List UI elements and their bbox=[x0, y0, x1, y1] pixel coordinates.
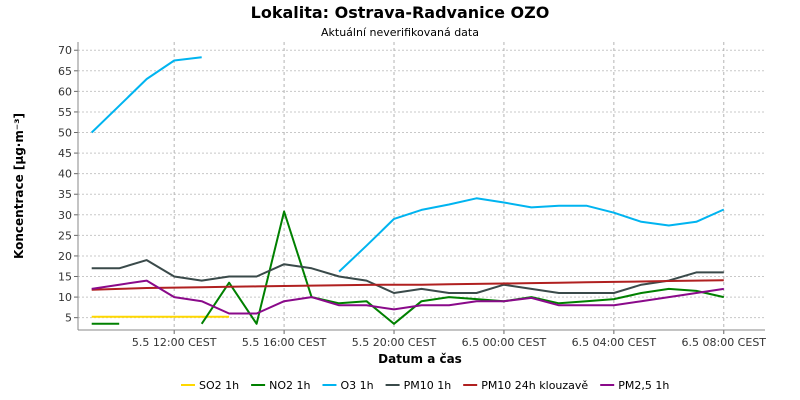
grid-lines bbox=[78, 42, 765, 330]
legend-item-4: PM10 24h klouzavě bbox=[463, 379, 588, 392]
legend-label: O3 1h bbox=[340, 379, 373, 392]
legend-label: SO2 1h bbox=[199, 379, 239, 392]
x-axis-label: Datum a čas bbox=[378, 352, 462, 366]
y-axis-label: Koncentrace [µg·m⁻³] bbox=[12, 113, 26, 259]
series-line bbox=[91, 259, 724, 294]
plot-area bbox=[91, 56, 725, 325]
y-tick-label: 50 bbox=[58, 127, 72, 140]
legend-item-5: PM2,5 1h bbox=[600, 379, 669, 392]
legend-item-0: SO2 1h bbox=[181, 379, 239, 392]
legend-item-2: O3 1h bbox=[322, 379, 374, 392]
x-tick-label: 5.5 20:00 CEST bbox=[352, 336, 437, 349]
y-tick-label: 60 bbox=[58, 85, 72, 98]
x-tick-label: 6.5 08:00 CEST bbox=[682, 336, 767, 349]
y-tick-label: 10 bbox=[58, 291, 72, 304]
y-tick-label: 35 bbox=[58, 188, 72, 201]
series-3 bbox=[91, 259, 724, 294]
x-tick-label: 6.5 04:00 CEST bbox=[572, 336, 657, 349]
series-line bbox=[91, 279, 724, 315]
legend-item-3: PM10 1h bbox=[385, 379, 452, 392]
legend-label: PM10 1h bbox=[404, 379, 452, 392]
series-2 bbox=[91, 56, 725, 273]
legend-label: NO2 1h bbox=[269, 379, 310, 392]
legend-label: PM10 24h klouzavě bbox=[481, 379, 588, 392]
x-tick-label: 6.5 00:00 CEST bbox=[462, 336, 547, 349]
legend: SO2 1h NO2 1h O3 1h PM10 1h PM10 24h klouzav… bbox=[181, 379, 669, 392]
series-line bbox=[91, 56, 202, 134]
axes: 5 10 15 20 25 30 35 40 45 50 55 60 65 70 5.5 12:00 CES… bbox=[58, 42, 766, 349]
chart-subtitle: Aktuální neverifikovaná data bbox=[321, 26, 479, 39]
y-tick-label: 65 bbox=[58, 65, 72, 78]
y-tick-label: 15 bbox=[58, 271, 72, 284]
series-4 bbox=[91, 279, 724, 291]
series-line bbox=[91, 279, 724, 291]
y-tick-label: 45 bbox=[58, 147, 72, 160]
y-tick-label: 40 bbox=[58, 168, 72, 181]
legend-label: PM2,5 1h bbox=[618, 379, 669, 392]
y-tick-label: 30 bbox=[58, 209, 72, 222]
x-tick-label: 5.5 16:00 CEST bbox=[242, 336, 327, 349]
series-5 bbox=[91, 279, 724, 315]
x-tick-label: 5.5 12:00 CEST bbox=[132, 336, 217, 349]
series-line bbox=[200, 210, 725, 325]
y-tick-label: 55 bbox=[58, 106, 72, 119]
series-1 bbox=[91, 210, 725, 325]
y-tick-label: 25 bbox=[58, 229, 72, 242]
y-tick-label: 70 bbox=[58, 44, 72, 57]
y-tick-label: 20 bbox=[58, 250, 72, 263]
legend-item-1: NO2 1h bbox=[251, 379, 310, 392]
y-tick-label: 5 bbox=[65, 312, 72, 325]
chart-title: Lokalita: Ostrava-Radvanice OZO bbox=[251, 3, 550, 22]
series-line bbox=[338, 197, 725, 273]
